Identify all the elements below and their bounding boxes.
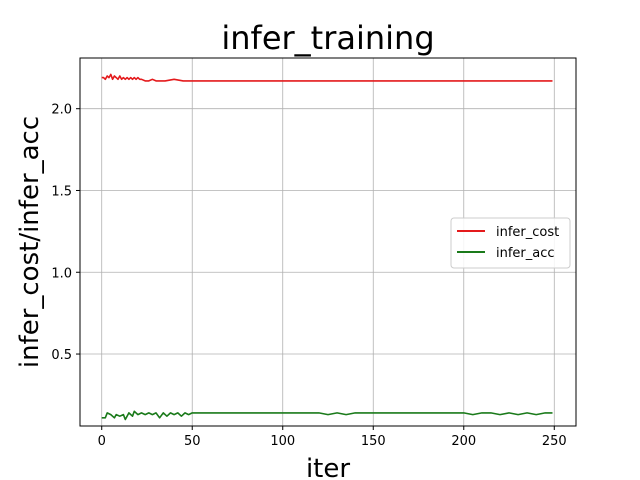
x-tick-label: 50 [184, 434, 201, 449]
y-tick-label: 2.0 [51, 103, 72, 118]
plot-frame [79, 57, 577, 427]
series-line-infer-acc [101, 410, 553, 421]
x-tick-label: 250 [542, 434, 567, 449]
x-tick-label: 0 [98, 434, 106, 449]
y-tick-label: 0.5 [51, 348, 72, 363]
legend: infer_cost infer_acc [450, 217, 571, 269]
y-tick-label: 1.5 [51, 184, 72, 199]
x-tick-label: 100 [270, 434, 295, 449]
ticks: 0 50 100 150 200 250 0.5 1.0 1.5 2.0 [51, 103, 566, 449]
series-line-infer-cost [101, 73, 553, 82]
x-tick-label: 200 [451, 434, 476, 449]
series-layer [101, 73, 553, 421]
y-axis-label: infer_cost/infer_acc [15, 116, 45, 368]
legend-label-infer-cost: infer_cost [496, 225, 559, 240]
legend-label-infer-acc: infer_acc [496, 246, 555, 261]
x-tick-label: 150 [361, 434, 386, 449]
x-axis-label: iter [306, 454, 350, 480]
y-tick-label: 1.0 [51, 266, 72, 281]
chart-title: infer_training [221, 19, 434, 57]
